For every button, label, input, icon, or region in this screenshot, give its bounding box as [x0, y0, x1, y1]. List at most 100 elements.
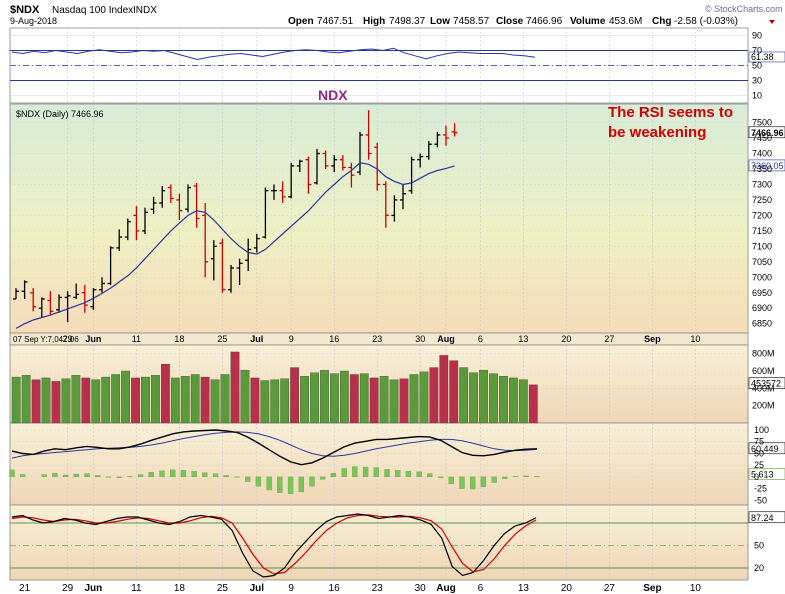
ohlc-bar	[314, 148, 320, 185]
ohlc-bar	[142, 207, 148, 234]
x-axis-label: 9	[288, 583, 294, 594]
volume-layer: 453572	[11, 351, 785, 424]
volume-bar	[300, 376, 309, 424]
macd-histogram-bar	[309, 476, 315, 487]
open-value: 7467.51	[317, 16, 354, 27]
macd-histogram-bar	[341, 468, 347, 478]
macd-histogram-bar	[298, 476, 304, 493]
ohlc-bar	[236, 258, 243, 286]
date-strip-label: 29	[63, 334, 73, 344]
ohlc-bar	[116, 229, 123, 251]
volume-bar	[91, 379, 101, 424]
volume-value-box	[748, 377, 785, 390]
macd-histogram-bar	[137, 474, 144, 478]
price-tick-label: 6850	[752, 319, 772, 329]
stochastic-layer: 87.24	[11, 511, 785, 578]
x-axis-label: 13	[518, 583, 530, 594]
macd-histogram-bar	[266, 476, 272, 491]
volume-bar	[379, 376, 389, 424]
volume-bar	[270, 379, 280, 424]
ohlc-bar	[73, 283, 80, 299]
macd-histogram-bar	[362, 466, 369, 478]
volume-bar	[479, 369, 488, 424]
date-note: 07 Sep Y:7,047.06	[13, 335, 79, 344]
macd-histogram-bar	[320, 476, 326, 480]
volume-bar	[280, 378, 290, 424]
x-axis-label: 30	[415, 583, 427, 594]
ohlc-bar	[30, 288, 37, 312]
price-layer: 7466.96 7360.05	[13, 110, 785, 329]
x-axis-label: 10	[690, 583, 702, 594]
price-tick-label: 7150	[752, 226, 772, 236]
low-value: 7458.57	[453, 16, 490, 27]
volume-label: Volume	[570, 16, 606, 27]
ohlc-bar	[400, 184, 406, 210]
volume-bar	[250, 377, 260, 424]
volume-bar	[180, 376, 190, 424]
date-strip-label: 13	[518, 334, 528, 344]
x-axis-label: 6	[478, 583, 484, 594]
volume-tick-label: 600M	[752, 366, 775, 376]
macd-histogram-bar	[9, 469, 15, 478]
macd-histogram-bar	[491, 476, 497, 483]
volume-bar	[290, 367, 300, 424]
stochastic-k-line	[11, 513, 537, 578]
macd-histogram-bar	[223, 475, 229, 478]
x-axis-label: 20	[561, 583, 573, 594]
ohlc-bar	[176, 193, 183, 221]
chevron-down-icon[interactable]	[769, 20, 775, 24]
x-axis-label: 29	[62, 583, 74, 594]
volume-bar	[41, 377, 51, 424]
price-tick-label: 7050	[752, 257, 772, 267]
ohlc-bar	[47, 291, 54, 315]
macd-value-label: 60.449	[751, 444, 779, 454]
ohlc-bar	[417, 153, 424, 168]
rsi-tick-label: 10	[752, 91, 762, 101]
volume-bar	[151, 375, 160, 424]
volume-bar	[190, 374, 200, 424]
macd-histogram-bar	[52, 472, 58, 478]
date-strip-label: 16	[329, 334, 339, 344]
ohlc-bar	[425, 141, 432, 160]
volume-tick-label: 400M	[752, 383, 775, 393]
annotation-line-2: be weakening	[608, 124, 706, 141]
macd-histogram-bar	[170, 469, 176, 478]
x-axis-label: 27	[604, 583, 616, 594]
ohlc-bar	[408, 156, 415, 194]
volume-bar	[528, 384, 538, 424]
ohlc-bar	[357, 131, 363, 176]
macd-histogram-bar	[159, 470, 165, 478]
ohlc-bar	[133, 206, 140, 241]
ma-value-label: 7360.05	[751, 161, 784, 171]
volume-bar	[509, 377, 518, 424]
stochastic-value-label: 87.24	[751, 513, 774, 523]
price-panel	[9, 103, 749, 334]
macd-histogram-bar	[523, 475, 529, 478]
volume-bar	[200, 376, 210, 424]
macd-tick-label: -50	[754, 495, 767, 505]
rsi-tick-label: 90	[752, 31, 762, 41]
volume-value: 453.6M	[609, 16, 642, 27]
volume-bar	[419, 371, 429, 424]
ohlc-bar	[253, 233, 260, 253]
ohlc-bar	[451, 123, 458, 137]
macd-hist-value-label: 5.613	[751, 470, 774, 480]
macd-histogram-bar	[245, 476, 251, 482]
ohlc-bar	[391, 195, 398, 222]
ohlc-bar	[124, 218, 131, 241]
price-tick-label: 7100	[752, 241, 772, 251]
volume-bar	[111, 374, 121, 424]
x-axis-label: 11	[131, 583, 142, 594]
ohlc-readout: Open 7467.51 High 7498.37 Low 7458.57 Cl…	[288, 16, 738, 27]
volume-bar	[399, 378, 409, 424]
macd-tick-label: 50	[754, 448, 764, 458]
rsi-layer: 61.38	[11, 47, 785, 63]
x-axis-label: 23	[372, 583, 384, 594]
macd-histogram-bar	[373, 467, 379, 478]
volume-bar	[61, 378, 71, 424]
ohlc-bar	[107, 246, 114, 286]
stochastic-tick-label: 50	[754, 541, 764, 551]
macd-histogram-bar	[427, 473, 433, 478]
price-tick-label: 7000	[752, 272, 772, 282]
